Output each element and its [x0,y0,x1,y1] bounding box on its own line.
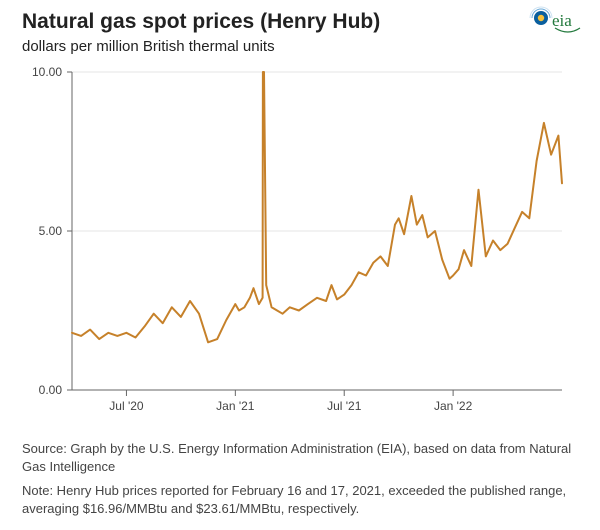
svg-text:eia: eia [552,11,572,30]
price-line [72,72,562,342]
eia-logo: eia [528,6,582,41]
y-tick-label: 5.00 [39,224,63,238]
x-tick-label: Jul '20 [109,399,144,413]
natural-gas-price-chart: 0.00 5.00 10.00 Jul '20 Jan '21 Jul '21 Jan '2… [22,60,578,430]
note-text: Note: Henry Hub prices reported for Febr… [22,482,578,517]
chart-title: Natural gas spot prices (Henry Hub) [22,10,380,34]
source-text: Source: Graph by the U.S. Energy Informa… [22,440,578,475]
x-tick-label: Jan '21 [216,399,255,413]
y-tick-label: 0.00 [39,383,63,397]
chart-subtitle: dollars per million British thermal unit… [22,38,275,55]
figure-container: eia Natural gas spot prices (Henry Hub) … [0,0,600,530]
y-tick-label: 10.00 [32,65,62,79]
x-tick-label: Jan '22 [434,399,473,413]
x-tick-label: Jul '21 [327,399,362,413]
